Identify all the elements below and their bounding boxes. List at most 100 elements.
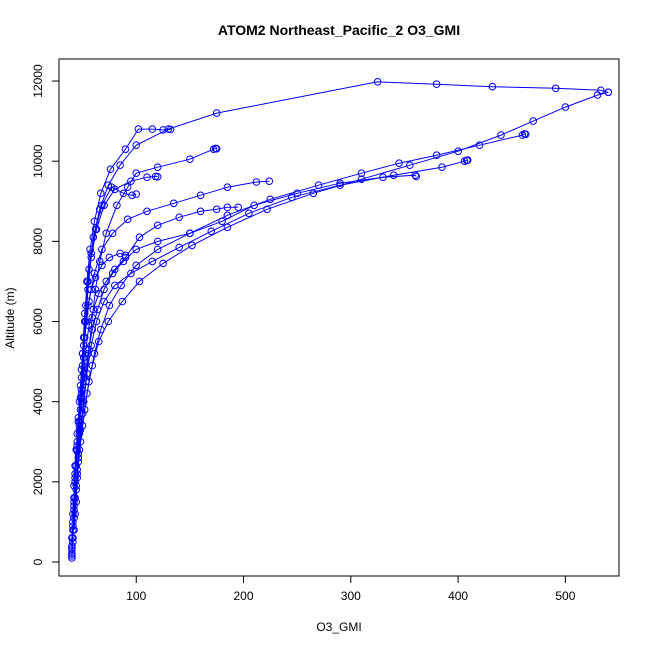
data-point [389, 171, 398, 179]
data-point [223, 203, 232, 212]
y-tick-label: 12000 [31, 64, 45, 98]
data-point [68, 546, 76, 554]
data-point [74, 417, 83, 426]
data-point [71, 510, 79, 518]
y-tick-label: 4000 [31, 388, 45, 415]
data-point [118, 297, 127, 306]
series-9 [72, 125, 175, 506]
data-point [175, 213, 183, 222]
y-axis: 0 2000 4000 6000 8000 10000 12000 [31, 64, 60, 565]
data-point [245, 209, 253, 218]
data-point [87, 341, 95, 350]
data-point [153, 163, 162, 171]
data-point [488, 82, 497, 91]
data-point [121, 253, 130, 262]
y-axis-label: Altitude (m) [3, 287, 17, 348]
data-point [94, 337, 103, 346]
data-point [70, 482, 78, 490]
data-point [100, 285, 108, 294]
data-point [98, 261, 106, 270]
x-tick-label: 200 [234, 589, 254, 603]
series-line [75, 180, 270, 466]
data-point [132, 190, 140, 198]
data-point [132, 245, 140, 254]
data-point [88, 325, 97, 334]
data-point [252, 178, 261, 186]
data-point [153, 173, 162, 181]
data-point [87, 249, 95, 258]
x-tick-label: 400 [448, 589, 468, 603]
data-point [412, 172, 421, 181]
data-point [529, 117, 538, 125]
data-point [432, 151, 441, 159]
data-point [223, 211, 232, 220]
data-point [75, 446, 84, 454]
series-3 [68, 171, 421, 558]
data-point [98, 201, 106, 210]
data-point [406, 161, 414, 169]
series-10 [73, 78, 613, 482]
data-point [128, 191, 136, 200]
data-point [105, 253, 114, 262]
data-point [309, 189, 318, 198]
series-line [73, 147, 217, 530]
data-point [116, 161, 124, 169]
data-point [113, 201, 121, 210]
y-tick-label: 10000 [31, 144, 45, 178]
data-point [85, 297, 93, 306]
data-point [132, 261, 140, 270]
data-point [336, 181, 344, 189]
data-point [336, 179, 344, 187]
y-tick-label: 8000 [31, 228, 45, 255]
data-point [164, 125, 173, 133]
data-point [80, 333, 89, 342]
data-point [438, 163, 446, 171]
data-point [106, 165, 115, 173]
data-point [134, 125, 143, 133]
data-point [212, 109, 221, 117]
data-point [186, 155, 194, 163]
data-point [108, 229, 117, 238]
data-point [148, 125, 157, 133]
data-point [143, 207, 151, 216]
data-point [207, 227, 216, 236]
data-point [105, 301, 114, 310]
data-point [100, 297, 108, 306]
y-tick-label: 2000 [31, 468, 45, 495]
x-tick-label: 300 [341, 589, 361, 603]
data-point [85, 345, 93, 354]
data-point [263, 205, 271, 214]
data-point [212, 205, 221, 214]
data-point [119, 257, 128, 266]
data-point [159, 259, 167, 268]
data-point [83, 389, 91, 398]
chart-title: ATOM2 Northeast_Pacific_2 O3_GMI [218, 22, 460, 38]
data-point [432, 80, 441, 88]
data-point [135, 233, 144, 242]
series-line [72, 91, 609, 538]
data-point [223, 223, 232, 232]
data-point [68, 550, 76, 558]
data-point [153, 237, 162, 246]
data-point [73, 474, 81, 482]
series-group [68, 78, 613, 562]
plot-area-frame [58, 58, 620, 577]
data-point [497, 131, 505, 139]
data-point [90, 269, 99, 278]
data-point [116, 249, 124, 258]
x-tick-label: 100 [126, 589, 146, 603]
y-tick-label: 0 [31, 558, 45, 565]
data-point [395, 159, 403, 167]
data-point [357, 169, 366, 177]
series-line [76, 81, 609, 478]
data-point [196, 191, 205, 200]
data-point [72, 462, 80, 470]
data-point [91, 225, 100, 234]
data-point [196, 207, 205, 216]
data-point [604, 88, 613, 97]
data-point [69, 534, 77, 542]
series-6 [69, 88, 613, 542]
data-point [111, 265, 119, 274]
data-point [314, 181, 323, 189]
